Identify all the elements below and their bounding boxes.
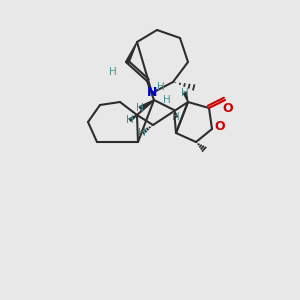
Text: H: H <box>138 128 146 138</box>
Polygon shape <box>139 100 154 109</box>
Polygon shape <box>129 115 137 121</box>
Polygon shape <box>184 92 188 102</box>
Text: H: H <box>163 95 171 105</box>
Text: H: H <box>157 82 165 92</box>
Text: O: O <box>223 101 233 115</box>
Polygon shape <box>125 42 137 64</box>
Text: O: O <box>215 121 225 134</box>
Text: H: H <box>126 115 134 125</box>
Text: H: H <box>136 103 144 113</box>
Text: N: N <box>147 86 157 100</box>
Text: H: H <box>109 67 117 77</box>
Polygon shape <box>174 110 177 117</box>
Text: H: H <box>181 88 189 98</box>
Text: H: H <box>172 112 180 122</box>
